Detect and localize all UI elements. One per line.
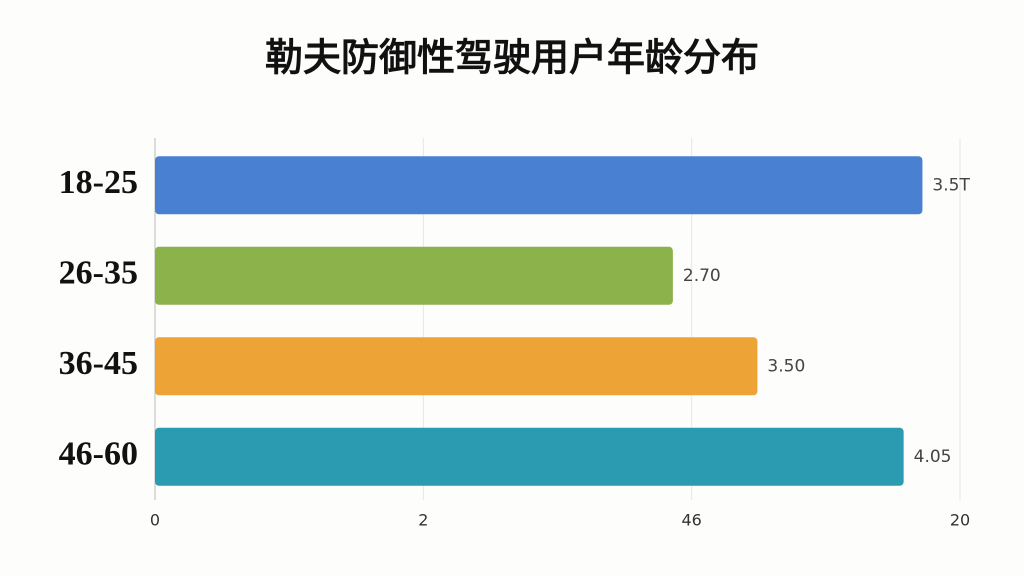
bar	[155, 427, 904, 486]
x-tick-label: 20	[950, 511, 970, 530]
bar-label: 4.05	[914, 447, 952, 467]
bar-label: 3.5T	[932, 175, 970, 195]
y-tick-label: 26-35	[59, 255, 138, 292]
chart-title: 勒夫防御性驾驶用户年龄分布	[265, 36, 759, 80]
bar	[155, 246, 673, 305]
bar-label: 2.70	[683, 266, 721, 286]
x-tick-label: 2	[418, 511, 428, 530]
bar	[155, 337, 758, 396]
bar-label: 3.50	[767, 356, 805, 376]
y-tick-label: 36-45	[59, 345, 138, 382]
x-tick-label: 46	[681, 511, 701, 530]
x-tick-label: 0	[150, 511, 160, 530]
y-tick-label: 46-60	[59, 436, 138, 473]
y-tick-label: 18-25	[59, 164, 138, 201]
bar	[155, 156, 923, 215]
